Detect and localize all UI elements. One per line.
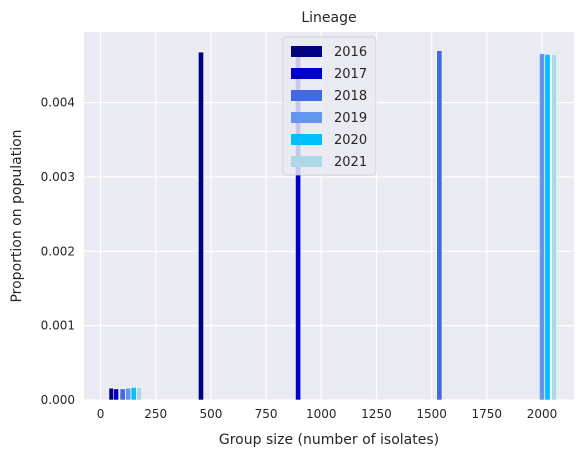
- y-tick-label: 0.000: [41, 393, 75, 407]
- legend-swatch-2020: [291, 134, 322, 145]
- legend-swatch-2019: [291, 112, 322, 123]
- x-tick-label: 1250: [361, 407, 392, 421]
- bar-2019: [539, 53, 545, 401]
- bar-2020: [544, 54, 551, 401]
- tick-labels: 0 250 500 750 1000 1250 1500 1750 2000 0.000 0.001…: [41, 96, 558, 421]
- x-tick-label: 0: [97, 407, 105, 421]
- bar-2019: [125, 387, 132, 401]
- x-tick-label: 1750: [472, 407, 503, 421]
- x-tick-label: 250: [144, 407, 167, 421]
- bar-2017: [113, 388, 119, 401]
- x-tick-label: 500: [199, 407, 222, 421]
- legend-label-2017: 2017: [334, 67, 367, 82]
- y-tick-label: 0.004: [41, 96, 75, 110]
- legend: 2016 2017 2018 2019 2020 2021: [282, 36, 377, 176]
- legend-label-2020: 2020: [334, 133, 367, 148]
- legend-swatch-2016: [291, 46, 322, 57]
- bar-2021: [551, 54, 558, 401]
- y-axis-label: Proportion on population: [9, 129, 25, 302]
- x-tick-label: 1000: [306, 407, 337, 421]
- bar-2018: [119, 388, 126, 401]
- chart-title: Lineage: [301, 10, 356, 26]
- y-tick-label: 0.002: [41, 244, 75, 258]
- x-tick-label: 750: [255, 407, 278, 421]
- bar-2021: [136, 387, 143, 401]
- x-axis-label: Group size (number of isolates): [219, 432, 439, 448]
- legend-swatch-2017: [291, 68, 322, 79]
- x-tick-label: 2000: [527, 407, 558, 421]
- bars: [108, 50, 558, 401]
- legend-label-2019: 2019: [334, 111, 367, 126]
- bar-2018: [436, 50, 443, 401]
- legend-swatch-2021: [291, 156, 322, 167]
- legend-label-2021: 2021: [334, 155, 367, 170]
- bar-2016: [198, 51, 204, 401]
- x-tick-label: 1500: [416, 407, 447, 421]
- legend-swatch-2018: [291, 90, 322, 101]
- y-tick-label: 0.001: [41, 319, 75, 333]
- legend-label-2016: 2016: [334, 45, 367, 60]
- y-tick-label: 0.003: [41, 170, 75, 184]
- legend-label-2018: 2018: [334, 89, 367, 104]
- bar-2020: [130, 387, 137, 401]
